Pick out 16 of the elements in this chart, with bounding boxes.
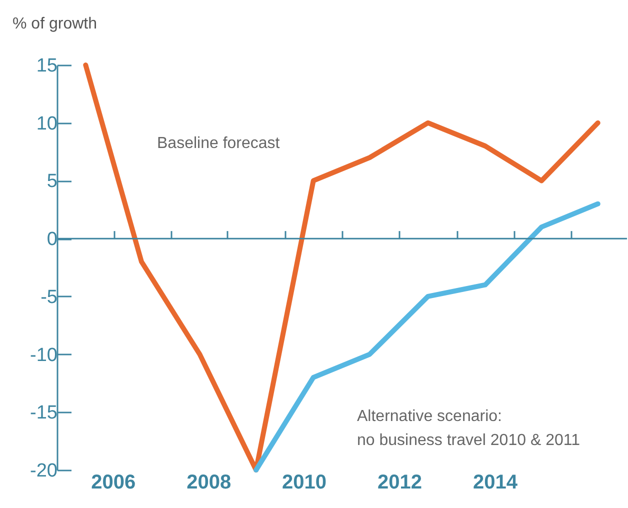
y-tick-label: 5 (46, 171, 58, 192)
text: Alternative scenario: no business travel 2010 & 2011 (357, 408, 580, 449)
x-tick-label: 2006 (91, 472, 136, 494)
x-tick-label: 2010 (282, 472, 327, 494)
text: Baseline forecast (157, 135, 280, 152)
y-tick-label: -15 (30, 402, 58, 424)
y-tick-label: -10 (30, 344, 58, 366)
y-tick-label: 0 (46, 229, 58, 250)
y-tick-label: -5 (40, 286, 58, 308)
y-tick-label: 10 (36, 113, 58, 134)
x-tick-label: 2014 (473, 472, 518, 494)
y-tick-label: 15 (36, 56, 58, 76)
y-tick-label: -20 (30, 460, 58, 482)
x-tick-label: 2008 (186, 472, 232, 494)
y-axis-title: % of growth (12, 16, 97, 32)
x-tick-label: 2012 (378, 472, 422, 494)
